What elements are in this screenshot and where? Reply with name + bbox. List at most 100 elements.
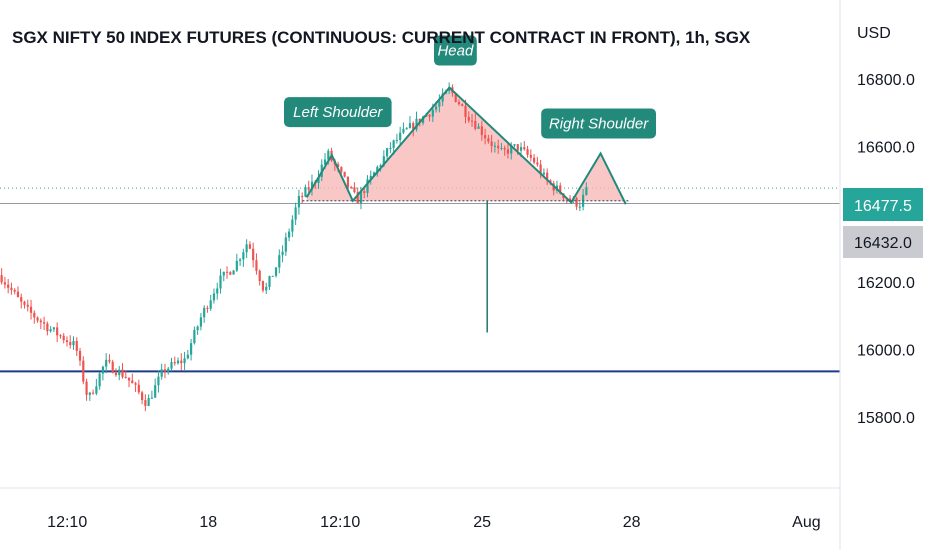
candle-body bbox=[288, 231, 291, 238]
time-axis[interactable]: 12:10 18 12:10 25 28 Aug bbox=[47, 514, 820, 531]
candle-body bbox=[506, 149, 510, 154]
time-tick-label: Aug bbox=[792, 514, 820, 531]
candle-body bbox=[529, 154, 532, 158]
candle-body bbox=[376, 166, 379, 173]
candle-body bbox=[20, 297, 23, 302]
candle-body bbox=[408, 123, 412, 129]
time-tick-label: 28 bbox=[623, 514, 641, 531]
candle bbox=[59, 334, 62, 339]
candle bbox=[484, 128, 487, 145]
candle bbox=[118, 366, 121, 381]
candle bbox=[497, 139, 500, 154]
candle-body bbox=[222, 271, 225, 276]
candle-body bbox=[353, 187, 356, 193]
candle-body bbox=[274, 267, 278, 276]
price-tags: 16432.0 16477.5 bbox=[843, 188, 923, 258]
candle-body bbox=[26, 304, 29, 307]
candle bbox=[157, 370, 160, 393]
candle-body bbox=[245, 244, 248, 253]
pattern-label-text: Right Shoulder bbox=[549, 115, 649, 132]
candle bbox=[62, 333, 65, 344]
candle bbox=[536, 156, 539, 167]
candle bbox=[284, 232, 287, 256]
candle-body bbox=[131, 380, 134, 384]
candle bbox=[78, 347, 82, 366]
candle bbox=[252, 242, 255, 268]
candle-body bbox=[363, 191, 366, 193]
candle-body bbox=[519, 147, 523, 151]
candle-body bbox=[144, 400, 147, 406]
candle-body bbox=[461, 104, 464, 106]
candle-body bbox=[516, 144, 519, 151]
candle-body bbox=[235, 260, 238, 271]
time-tick-label: 25 bbox=[473, 514, 491, 531]
candle bbox=[500, 142, 503, 151]
candle-body bbox=[65, 340, 69, 342]
candle bbox=[428, 114, 431, 122]
candle bbox=[88, 391, 91, 401]
candle-body bbox=[124, 376, 127, 378]
candle bbox=[467, 111, 470, 123]
candle-body bbox=[382, 156, 385, 166]
candle-body bbox=[0, 275, 3, 283]
neckline-price-label: 16432.0 bbox=[854, 235, 912, 252]
pattern-label-text: Head bbox=[437, 43, 474, 60]
candle bbox=[137, 379, 140, 395]
candle bbox=[258, 269, 261, 286]
candle-body bbox=[392, 140, 395, 149]
candle-body bbox=[585, 187, 588, 195]
candle-body bbox=[281, 251, 284, 256]
pattern-label-text: Left Shoulder bbox=[293, 104, 383, 121]
candle bbox=[474, 113, 477, 131]
candle-body bbox=[575, 198, 578, 207]
candle-body bbox=[199, 317, 202, 327]
candle bbox=[206, 305, 209, 313]
price-tick-label: 16800.0 bbox=[857, 72, 915, 89]
candle bbox=[150, 390, 153, 400]
candle-body bbox=[242, 252, 245, 260]
candle bbox=[457, 99, 461, 106]
candle-body bbox=[294, 207, 297, 220]
candle bbox=[196, 325, 199, 335]
candle bbox=[405, 126, 408, 130]
candle-body bbox=[441, 93, 444, 102]
candle bbox=[301, 192, 304, 204]
candle bbox=[461, 103, 464, 107]
candle-body bbox=[415, 118, 418, 130]
candle bbox=[248, 241, 251, 250]
candle-body bbox=[114, 372, 118, 376]
candle-body bbox=[56, 327, 59, 336]
candle-body bbox=[108, 359, 111, 362]
candle bbox=[98, 372, 101, 390]
price-axis[interactable]: 16800.0 16600.0 16200.0 16000.0 15800.0 bbox=[857, 72, 915, 427]
candle-body bbox=[127, 377, 131, 381]
candle-body bbox=[39, 320, 42, 323]
candle-body bbox=[52, 327, 55, 330]
candle-body bbox=[196, 326, 199, 331]
head-label: Head bbox=[434, 35, 477, 66]
candle-body bbox=[85, 381, 88, 395]
candle-body bbox=[379, 165, 382, 167]
candle-body bbox=[484, 135, 487, 139]
candle-body bbox=[59, 335, 62, 337]
candle-body bbox=[173, 362, 176, 364]
candle bbox=[225, 266, 229, 279]
candle-body bbox=[72, 340, 75, 346]
price-tick-label: 16000.0 bbox=[857, 342, 915, 359]
candle-body bbox=[546, 172, 549, 181]
candle-body bbox=[62, 335, 65, 341]
candle-body bbox=[533, 157, 536, 163]
candle bbox=[13, 288, 16, 295]
candle-body bbox=[258, 270, 261, 282]
currency-label: USD bbox=[857, 25, 891, 42]
plot-area[interactable]: Left Shoulder Head Right Shoulder bbox=[0, 35, 840, 412]
candle bbox=[235, 253, 238, 273]
candle-body bbox=[578, 206, 581, 208]
price-tick-label: 16200.0 bbox=[857, 275, 915, 292]
candle bbox=[72, 336, 75, 350]
candle bbox=[3, 276, 6, 289]
candle bbox=[493, 142, 496, 153]
time-tick-label: 12:10 bbox=[47, 514, 87, 531]
candle bbox=[369, 170, 372, 185]
